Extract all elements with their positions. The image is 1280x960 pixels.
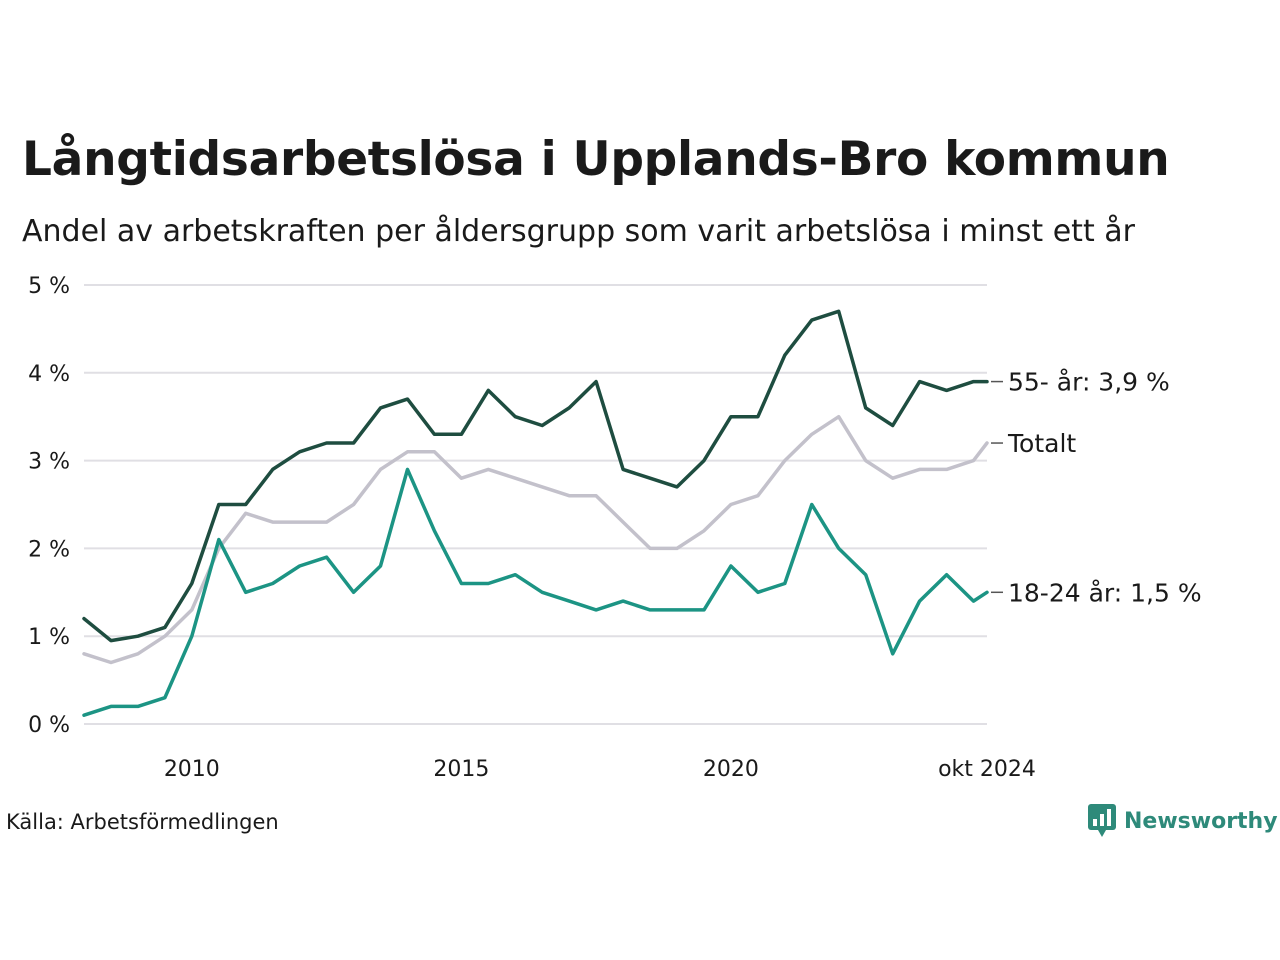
x-tick-label: okt 2024 — [938, 757, 1036, 782]
y-tick-label: 3 % — [28, 450, 70, 475]
series-line — [82, 467, 989, 717]
series-end-label: Totalt — [1007, 429, 1076, 458]
x-tick-label: 2015 — [433, 757, 489, 782]
series-end-label: 18-24 år: 1,5 % — [1008, 578, 1202, 607]
y-tick-label: 2 % — [28, 537, 70, 562]
series-line — [82, 414, 989, 665]
y-tick-label: 5 % — [28, 274, 70, 299]
chart-subtitle: Andel av arbetskraften per åldersgrupp s… — [22, 214, 1135, 249]
y-tick-label: 0 % — [28, 713, 70, 738]
series-line — [82, 309, 989, 643]
y-tick-label: 4 % — [28, 362, 70, 387]
newsworthy-logo: Newsworthy — [1088, 804, 1278, 838]
chart-title: Långtidsarbetslösa i Upplands-Bro kommun — [22, 132, 1170, 187]
series-end-labels: Totalt 55- år: 3,9 % 18-24 år: 1,5 % — [991, 368, 1202, 607]
x-tick-label: 2010 — [164, 757, 220, 782]
newsworthy-logo-icon — [1088, 804, 1116, 837]
y-axis-ticks: 0 % 1 % 2 % 3 % 4 % 5 % — [28, 274, 70, 738]
series-lines — [82, 309, 989, 717]
logo-text: Newsworthy — [1124, 808, 1278, 834]
series-end-label: 55- år: 3,9 % — [1008, 368, 1170, 397]
grid-lines — [84, 284, 987, 725]
x-tick-label: 2020 — [703, 757, 759, 782]
x-axis-ticks: 2010 2015 2020 okt 2024 — [164, 757, 1036, 782]
source-note: Källa: Arbetsförmedlingen — [6, 810, 279, 834]
y-tick-label: 1 % — [28, 625, 70, 650]
